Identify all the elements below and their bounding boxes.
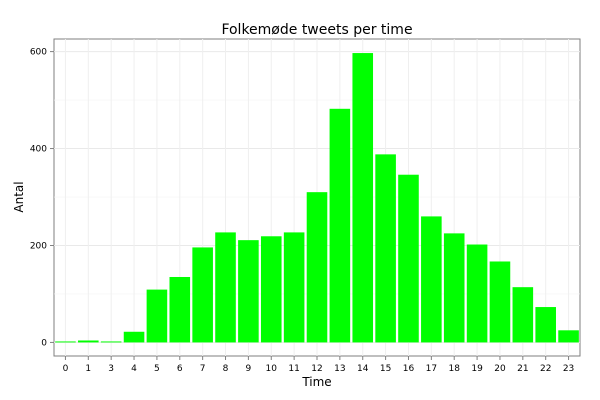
chart-title: Folkemøde tweets per time	[221, 22, 412, 38]
y-tick-label: 600	[30, 48, 47, 58]
y-tick-label: 400	[30, 145, 47, 155]
x-tick-label: 1	[85, 364, 91, 374]
bar-13	[329, 108, 351, 343]
y-axis-ticks: 0 200 400 600	[30, 48, 54, 348]
x-tick-label: 11	[288, 364, 299, 374]
x-tick-label: 12	[311, 364, 322, 374]
bar-7	[192, 247, 213, 343]
bar-16	[398, 174, 419, 343]
x-tick-label: 23	[563, 364, 574, 374]
x-tick-label: 3	[108, 364, 114, 374]
x-tick-label: 10	[266, 364, 278, 374]
bar-10	[260, 236, 282, 343]
x-tick-label: 21	[517, 364, 528, 374]
bar-14	[352, 53, 374, 343]
bar-19	[466, 244, 488, 343]
y-axis-label: Antal	[12, 181, 26, 212]
bar-12	[306, 192, 328, 343]
bar-11	[283, 232, 305, 343]
x-tick-label: 0	[63, 364, 69, 374]
bar-3	[100, 341, 122, 343]
x-tick-label: 18	[448, 364, 460, 374]
bar-20	[489, 261, 511, 343]
bars	[55, 53, 579, 343]
x-tick-label: 4	[131, 364, 137, 374]
x-tick-label: 17	[426, 364, 437, 374]
bar-5	[146, 289, 168, 343]
y-tick-label: 200	[30, 241, 47, 251]
bar-18	[443, 233, 465, 343]
bar-4	[123, 331, 145, 343]
bar-8	[215, 232, 236, 343]
x-tick-label: 9	[246, 364, 252, 374]
x-tick-label: 5	[154, 364, 160, 374]
bar-15	[375, 154, 396, 343]
x-tick-label: 16	[403, 364, 415, 374]
bar-0	[55, 341, 76, 343]
x-tick-label: 8	[223, 364, 229, 374]
bar-21	[512, 287, 534, 343]
x-tick-label: 14	[357, 364, 369, 374]
x-tick-label: 15	[380, 364, 391, 374]
bar-1	[78, 340, 99, 343]
bar-17	[421, 216, 442, 343]
x-axis-label: Time	[301, 375, 331, 389]
x-tick-label: 22	[540, 364, 551, 374]
y-tick-label: 0	[41, 338, 47, 348]
bar-22	[535, 307, 556, 343]
x-tick-label: 6	[177, 364, 183, 374]
bar-23	[558, 330, 579, 343]
bar-6	[169, 276, 191, 343]
x-tick-label: 7	[200, 364, 206, 374]
x-axis-ticks: 0 1 3 4 5 6 7 8 9 10 11 12 13 14 15 16 17 18 19 20 21 22 23	[63, 356, 574, 374]
x-tick-label: 20	[494, 364, 506, 374]
x-tick-label: 13	[334, 364, 345, 374]
bar-9	[238, 240, 259, 343]
x-tick-label: 19	[471, 364, 483, 374]
